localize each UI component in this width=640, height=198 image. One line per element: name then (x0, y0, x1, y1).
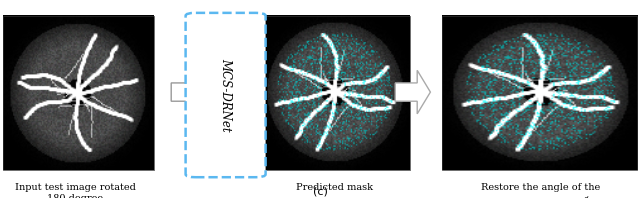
Text: Restore the angle of the
original image  $f_{180}(o_1^{d_{last}})$: Restore the angle of the original image … (479, 183, 602, 198)
Bar (442, 16, 637, 170)
Polygon shape (223, 70, 258, 114)
Text: Input test image rotated
180 degree: Input test image rotated 180 degree (15, 183, 136, 198)
FancyBboxPatch shape (186, 13, 266, 177)
Bar (3, 16, 154, 170)
Bar (259, 16, 410, 170)
Text: Predicted mask: Predicted mask (296, 183, 372, 192)
Polygon shape (172, 70, 206, 114)
Text: (c): (c) (312, 186, 328, 196)
Polygon shape (396, 70, 430, 114)
Text: MCS-DRNet: MCS-DRNet (219, 58, 232, 132)
